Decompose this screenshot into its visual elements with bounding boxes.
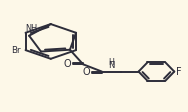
Text: Br: Br	[11, 46, 21, 55]
Text: NH: NH	[25, 24, 37, 33]
Text: O: O	[82, 67, 90, 77]
Text: F: F	[176, 67, 181, 77]
Text: H: H	[108, 58, 114, 67]
Text: O: O	[64, 59, 71, 69]
Text: N: N	[108, 61, 114, 70]
